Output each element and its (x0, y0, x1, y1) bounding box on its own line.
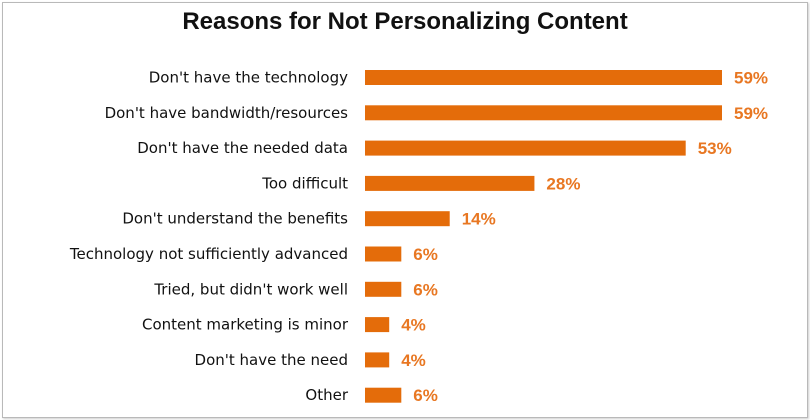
value-label-don-t-have-the-technology: 59% (734, 69, 768, 88)
chart-title: Reasons for Not Personalizing Content (182, 8, 628, 35)
value-label-other: 6% (413, 386, 438, 405)
value-label-don-t-have-the-needed-data: 53% (698, 139, 732, 158)
bar-technology-not-sufficiently-advanced (365, 246, 402, 262)
bar-tried-but-didn-t-work-well (365, 281, 402, 297)
category-label-don-t-have-bandwidth-resources: Don't have bandwidth/resources (105, 104, 349, 122)
category-label-tried-but-didn-t-work-well: Tried, but didn't work well (153, 280, 348, 298)
category-label-too-difficult: Too difficult (261, 174, 348, 192)
bar-don-t-have-the-need (365, 352, 390, 368)
value-label-technology-not-sufficiently-advanced: 6% (413, 245, 438, 264)
category-label-don-t-have-the-needed-data: Don't have the needed data (137, 139, 348, 157)
bar-don-t-have-the-needed-data (365, 140, 686, 156)
bar-don-t-have-bandwidth-resources (365, 105, 722, 121)
value-label-tried-but-didn-t-work-well: 6% (413, 280, 438, 299)
value-label-too-difficult: 28% (546, 174, 580, 193)
bar-too-difficult (365, 175, 535, 191)
value-label-don-t-have-bandwidth-resources: 59% (734, 104, 768, 123)
bar-don-t-understand-the-benefits (365, 211, 450, 227)
category-label-content-marketing-is-minor: Content marketing is minor (142, 316, 349, 334)
category-label-technology-not-sufficiently-advanced: Technology not sufficiently advanced (69, 245, 348, 263)
category-label-don-t-have-the-technology: Don't have the technology (149, 69, 348, 87)
bar-content-marketing-is-minor (365, 317, 390, 333)
category-label-don-t-understand-the-benefits: Don't understand the benefits (122, 210, 348, 228)
category-label-other: Other (305, 386, 348, 404)
category-label-don-t-have-the-need: Don't have the need (195, 351, 348, 369)
value-label-content-marketing-is-minor: 4% (401, 316, 426, 335)
value-label-don-t-have-the-need: 4% (401, 351, 426, 370)
value-label-don-t-understand-the-benefits: 14% (462, 210, 496, 229)
bar-other (365, 387, 402, 403)
bar-don-t-have-the-technology (365, 70, 722, 85)
